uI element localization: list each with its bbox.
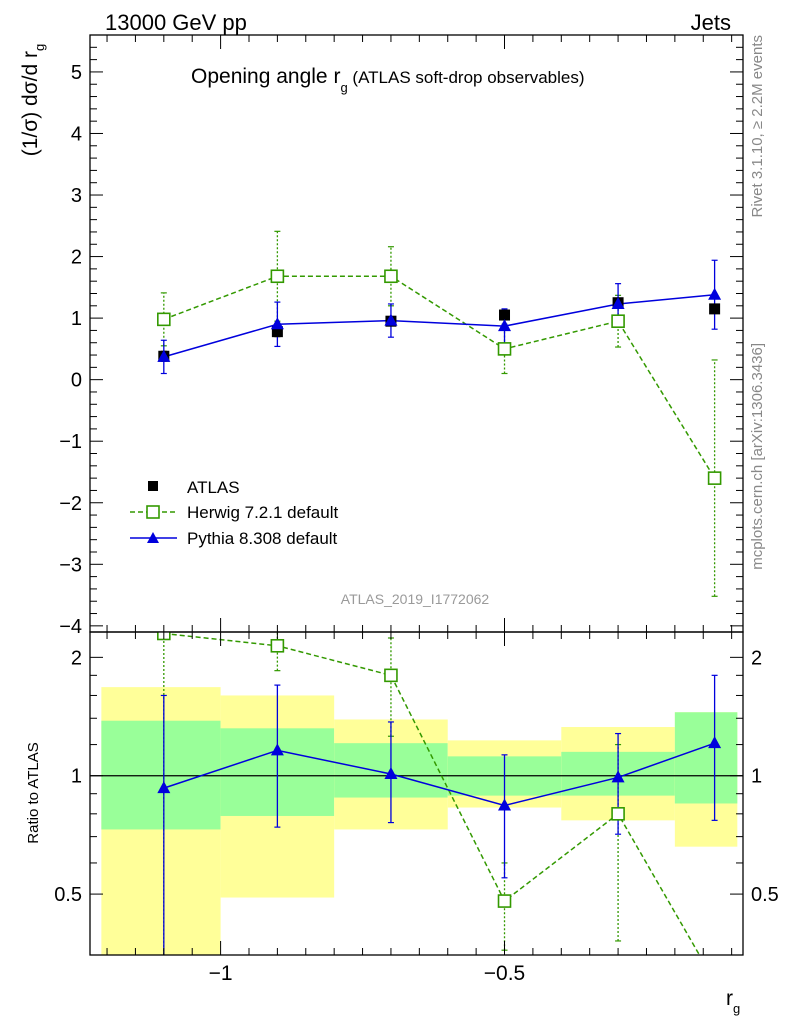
main-data-point-pythia — [270, 317, 284, 330]
ratio-data-point-herwig — [384, 668, 398, 683]
ratio-series-line-herwig — [163, 632, 701, 955]
main-title-rest: (ATLAS soft-drop observables) — [348, 68, 585, 87]
main-data-point-herwig — [157, 312, 171, 327]
main-y-axis-label: (1/σ) dσ/d rg — [19, 44, 47, 157]
main-y-tick-label: −3 — [59, 554, 82, 576]
main-y-tick-label: −2 — [59, 493, 82, 515]
ratio-data-point-herwig — [611, 807, 625, 821]
mcplots-credit-label: mcplots.cern.ch [arXiv:1306.3436] — [749, 343, 766, 570]
ratio-y-tick-label: 0.5 — [54, 884, 82, 906]
main-y-tick-label: 5 — [71, 62, 82, 84]
main-y-tick-label: 4 — [71, 123, 82, 145]
ratio-x-axis-label-subscript: g — [733, 1001, 740, 1016]
ratio-data-point-pythia — [708, 736, 722, 749]
main-y-ticks: −4 −3 −2 −1 0 1 2 3 4 5 — [59, 46, 743, 638]
legend-item-herwig: Herwig 7.2.1 default — [130, 503, 338, 522]
ratio-x-axis-label-text: r — [726, 987, 733, 1010]
header-right-label: Jets — [691, 10, 731, 35]
ratio-data-point-pythia — [498, 798, 512, 811]
ratio-series-line-pythia — [163, 742, 715, 807]
ratio-y-tick-label-right: 2 — [751, 647, 762, 669]
main-data-point-pythia — [498, 319, 512, 332]
main-y-axis-label-text: (1/σ) dσ/d r — [19, 51, 42, 156]
main-y-tick-label: 2 — [71, 247, 82, 269]
main-y-axis-label-subscript: g — [32, 44, 47, 51]
main-data-point-atlas — [499, 309, 511, 321]
main-data-point-pythia — [708, 287, 722, 300]
main-data-point-pythia — [384, 313, 398, 326]
main-y-tick-label: −4 — [59, 616, 82, 638]
ratio-data-point-pythia — [611, 770, 625, 783]
legend-marker-atlas — [148, 481, 158, 491]
main-data-point-pythia — [157, 349, 171, 362]
ratio-y-tick-label: 1 — [71, 766, 82, 788]
main-data-point-atlas — [271, 326, 283, 338]
legend-label-atlas: ATLAS — [187, 478, 240, 497]
main-data-point-herwig — [270, 269, 285, 284]
ratio-data-point-herwig — [270, 638, 285, 653]
ratio-y-tick-label-right: 0.5 — [751, 884, 779, 906]
legend-item-pythia: Pythia 8.308 default — [130, 529, 338, 548]
ratio-data-point-pythia — [384, 767, 398, 780]
main-y-tick-label: 1 — [71, 308, 82, 330]
legend-marker-herwig — [146, 505, 160, 519]
legend-marker-pythia — [147, 532, 159, 543]
legend: ATLAS Herwig 7.2.1 default Pythia 8.308 … — [130, 478, 338, 548]
main-data-point-herwig — [497, 342, 512, 356]
main-data-point-herwig — [707, 471, 722, 485]
main-data-point-herwig — [384, 269, 398, 284]
ratio-y-axis-label: Ratio to ATLAS — [25, 742, 42, 843]
ratio-x-axis-label: rg — [726, 987, 740, 1016]
main-y-tick-label: 0 — [71, 370, 82, 392]
main-title: Opening angle rg (ATLAS soft-drop observ… — [191, 65, 585, 95]
ratio-band-inner — [674, 712, 738, 804]
ratio-panel: 0.5 0.51 12 2 −1 −0.5 Ratio to ATLAS rg — [25, 35, 779, 1016]
ratio-data-point-pythia — [157, 781, 171, 794]
legend-label-pythia: Pythia 8.308 default — [187, 529, 338, 548]
ratio-x-tick-label: −0.5 — [484, 962, 525, 985]
ratio-x-tick-label: −1 — [209, 962, 233, 985]
main-series-lines — [163, 275, 716, 479]
legend-item-atlas: ATLAS — [148, 478, 240, 497]
main-title-text: Opening angle r — [191, 65, 340, 88]
ratio-series-lines — [163, 632, 715, 955]
ratio-data-point-pythia — [270, 743, 284, 756]
analysis-id-label: ATLAS_2019_I1772062 — [341, 591, 490, 607]
ratio-y-tick-label: 2 — [71, 647, 82, 669]
header-left-label: 13000 GeV pp — [105, 10, 247, 35]
ratio-markers — [157, 632, 722, 908]
main-series-line-herwig — [163, 275, 716, 479]
main-y-tick-label: −1 — [59, 431, 82, 453]
main-y-tick-label: 3 — [71, 185, 82, 207]
main-markers — [157, 269, 722, 485]
main-data-point-pythia — [611, 296, 625, 309]
main-data-point-atlas — [709, 303, 721, 315]
ratio-data-point-herwig — [497, 894, 512, 908]
ratio-y-ticks: 0.5 0.5 1 1 2 2 — [54, 647, 779, 906]
ratio-uncertainty-bands — [101, 687, 738, 955]
ratio-y-tick-label-right: 1 — [751, 766, 762, 788]
rivet-version-label: Rivet 3.1.10, ≥ 2.2M events — [749, 35, 766, 218]
ratio-x-ticks: −1 −0.5 — [106, 35, 733, 985]
main-series-line-pythia — [163, 293, 715, 358]
main-title-subscript: g — [340, 80, 347, 95]
main-data-point-herwig — [611, 314, 625, 328]
legend-label-herwig: Herwig 7.2.1 default — [187, 503, 338, 522]
